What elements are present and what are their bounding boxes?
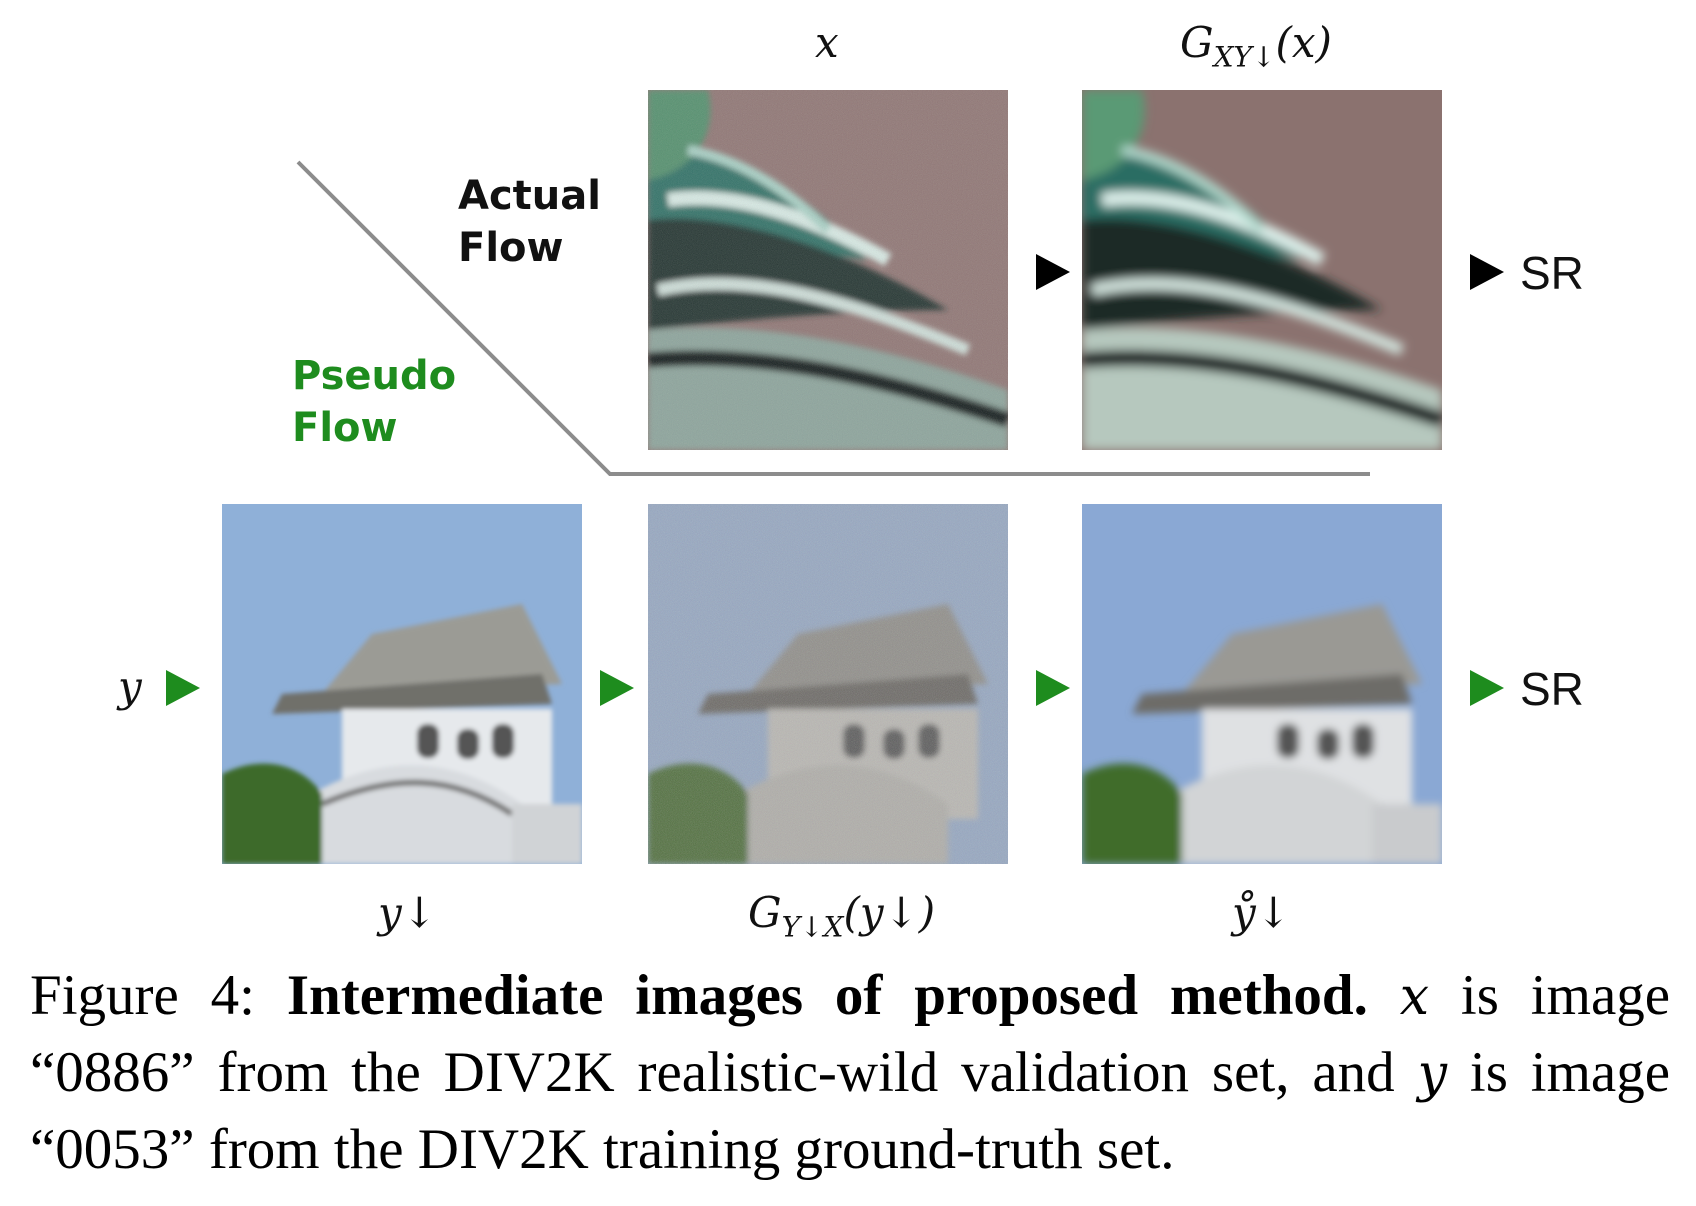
label-gyx-arg: (y↓) bbox=[843, 888, 936, 937]
label-yring: ẙ↓ bbox=[1232, 888, 1291, 937]
image-ydown-castle bbox=[222, 504, 582, 864]
caption-title: Intermediate images of proposed method. bbox=[286, 964, 1368, 1027]
image-yring-castle bbox=[1082, 504, 1442, 864]
pseudo-flow-label: Pseudo Flow bbox=[292, 350, 456, 454]
image-gxy-feathers bbox=[1082, 90, 1442, 450]
caption-var-y: y bbox=[1417, 1044, 1447, 1104]
arrow-actual-sr bbox=[1470, 254, 1504, 290]
pseudo-flow-line1: Pseudo bbox=[292, 353, 457, 399]
actual-flow-line2: Flow bbox=[458, 225, 564, 271]
label-gyx-main: G bbox=[748, 888, 782, 937]
figure-4: x GXY↓(x) Actual Flow Pseudo Flow bbox=[118, 18, 1584, 943]
image-x-feathers bbox=[648, 90, 1008, 450]
label-gxy-sub: XY↓ bbox=[1213, 40, 1276, 74]
image-gyx-castle bbox=[648, 504, 1008, 864]
label-ydown: y↓ bbox=[378, 888, 437, 937]
arrow-actual-1 bbox=[1036, 254, 1070, 290]
figure-caption: Figure 4: Intermediate images of propose… bbox=[30, 958, 1670, 1188]
caption-part1: is image “0886” from the DIV2K realistic… bbox=[30, 964, 1671, 1104]
arrow-pseudo-in bbox=[166, 670, 200, 706]
arrow-pseudo-sr bbox=[1470, 670, 1504, 706]
label-gyx-sub: Y↓X bbox=[781, 910, 844, 944]
label-gxy: GXY↓(x) bbox=[1180, 18, 1332, 73]
label-gxy-arg: (x) bbox=[1275, 18, 1332, 67]
pseudo-flow-line2: Flow bbox=[292, 405, 398, 451]
label-gxy-main: G bbox=[1180, 18, 1214, 67]
actual-flow-label: Actual Flow bbox=[458, 170, 601, 274]
caption-prefix: Figure 4: bbox=[30, 964, 255, 1027]
label-gyx: GY↓X(y↓) bbox=[748, 888, 935, 943]
caption-var-x: x bbox=[1399, 967, 1430, 1027]
caption-part2: is image “0053” from the DIV2K training … bbox=[30, 1041, 1671, 1181]
arrow-pseudo-1 bbox=[600, 670, 634, 706]
sr-output-top: SR bbox=[1520, 247, 1584, 299]
label-y: y bbox=[118, 662, 142, 711]
sr-output-bottom: SR bbox=[1520, 663, 1584, 715]
arrow-pseudo-2 bbox=[1036, 670, 1070, 706]
flow-divider bbox=[296, 160, 1370, 476]
label-x: x bbox=[815, 18, 839, 67]
actual-flow-line1: Actual bbox=[458, 173, 601, 219]
